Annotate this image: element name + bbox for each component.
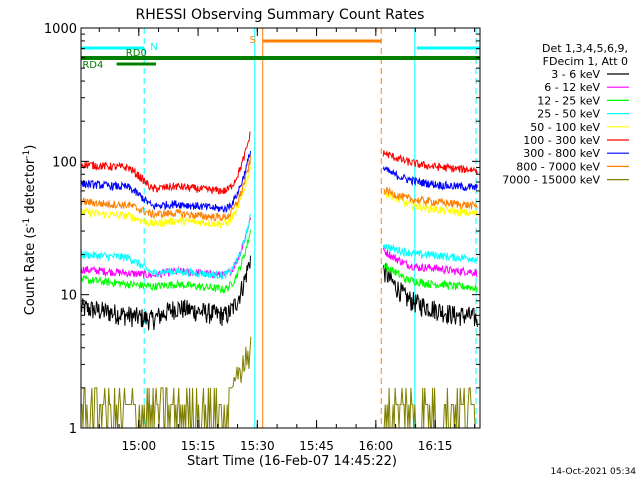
plot-frame [80,27,481,429]
axes: 15:00 15:15 15:30 15:45 16:00 16:15 1 10 100 1000 [44,22,481,453]
legend-entry-label-1: 6 - 12 keV [544,81,600,94]
y-tick-label-0: 1 [69,422,77,437]
series-pre-3 [80,213,251,281]
legend-header-0: Det 1,3,4,5,6,9, [542,42,628,55]
x-tick-label-4: 16:00 [359,439,394,453]
y-axis-label-sup1: -1 [22,218,32,227]
series-post-5 [382,150,478,175]
x-tick-label-0: 15:00 [122,439,157,453]
flag-label-n: N [150,42,157,53]
series-post-0 [382,263,478,327]
legend-header-1: FDecim 1, Att 0 [543,55,628,68]
x-tick-label-5: 16:15 [418,439,453,453]
legend-entry-label-3: 25 - 50 keV [537,108,600,121]
series-pre-0 [80,255,251,331]
series-pre-4 [80,166,251,230]
y-axis-label: Count Rate (s-1 detector-1) [22,145,38,316]
series-pre-6 [80,151,251,214]
series-post-2 [383,262,478,293]
series-post-3 [382,243,478,263]
flag-bars: N S RD0 RD4 [81,35,480,71]
legend-entry-label-2: 12 - 25 keV [537,94,600,107]
flag-label-rd0: RD0 [126,48,147,59]
flag-label-s: S [250,35,256,46]
plot-area [80,28,477,428]
legend-entry-label-5: 100 - 300 keV [523,134,600,147]
x-tick-label-2: 15:30 [240,439,275,453]
series-pre-5 [80,131,251,195]
series-post-6 [382,165,478,192]
y-axis-label-mid: detector [23,158,38,218]
y-tick-label-2: 100 [52,155,77,170]
legend: Det 1,3,4,5,6,9,FDecim 1, Att 03 - 6 keV… [502,42,629,187]
x-axis-label: Start Time (16-Feb-07 14:45:22) [187,454,397,469]
legend-entry-label-0: 3 - 6 keV [551,68,600,81]
legend-entry-label-6: 300 - 800 keV [523,147,600,160]
y-axis-label-main: Count Rate (s [23,227,38,316]
series-pre-7 [80,155,251,222]
x-tick-label-1: 15:15 [181,439,216,453]
series-post-4 [382,189,478,218]
legend-entry-label-8: 7000 - 15000 keV [502,174,600,187]
timestamp: 14-Oct-2021 05:34 [551,467,637,477]
legend-entry-label-7: 800 - 7000 keV [516,160,600,173]
series-post-1 [382,247,478,278]
series-pre-2 [80,229,251,295]
y-axis-label-end: ) [23,145,38,150]
chart-title: RHESSI Observing Summary Count Rates [136,7,425,23]
legend-entry-label-4: 50 - 100 keV [530,121,600,134]
y-tick-label-3: 1000 [44,22,77,37]
y-tick-label-1: 10 [60,289,77,304]
x-tick-label-3: 15:45 [299,439,334,453]
flag-label-rd4: RD4 [82,60,103,71]
y-axis-label-sup2: -1 [22,150,32,159]
series-post-7 [383,186,478,210]
